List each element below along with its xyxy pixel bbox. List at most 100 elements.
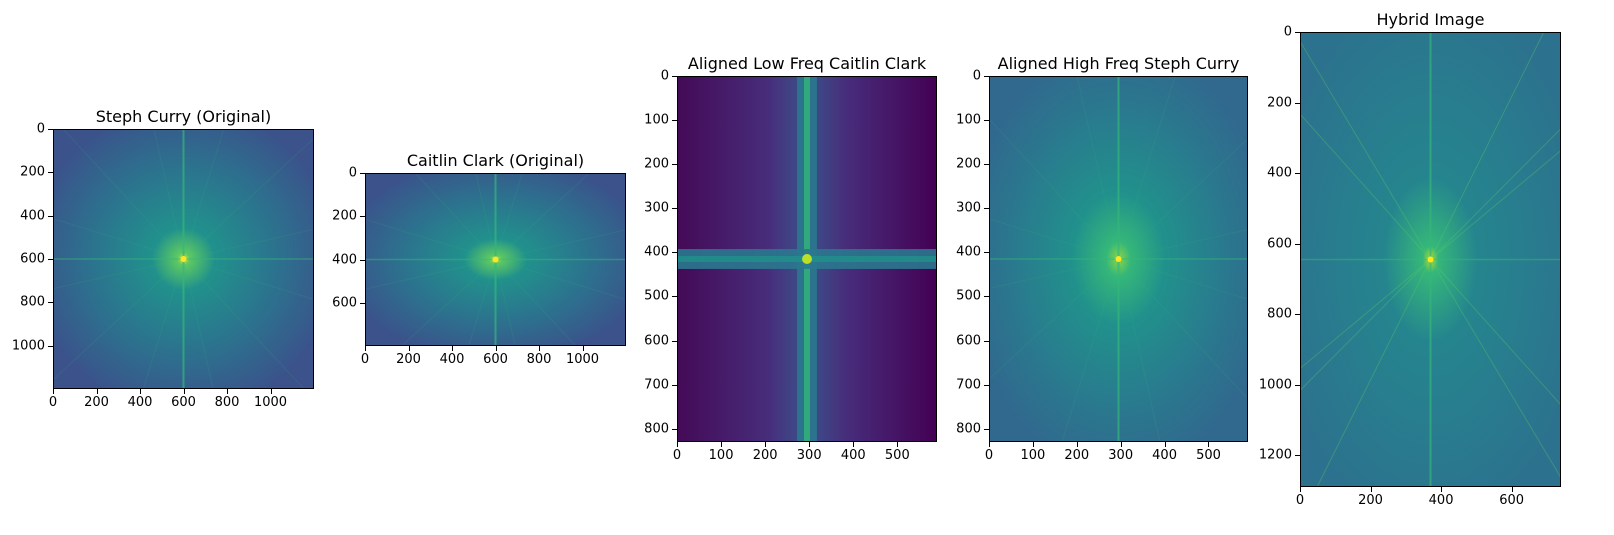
- x-tick-label: 600: [171, 395, 196, 410]
- x-tick: [1077, 442, 1078, 447]
- y-tick: [1295, 32, 1300, 33]
- x-tick-label: 400: [1428, 493, 1454, 508]
- x-tick: [1208, 442, 1209, 447]
- heatmap-panel-5: [1300, 32, 1561, 487]
- x-tick-label: 300: [1108, 448, 1134, 463]
- y-tick: [48, 346, 53, 347]
- y-tick-label: 800: [1267, 306, 1292, 322]
- heatmap-image-5: [1301, 33, 1560, 486]
- x-tick: [539, 346, 540, 351]
- y-tick-label: 1000: [11, 338, 45, 354]
- heatmap-panel-4: [989, 76, 1248, 442]
- y-tick-label: 300: [956, 200, 981, 216]
- x-tick-label: 1000: [253, 395, 288, 410]
- y-tick: [360, 303, 365, 304]
- x-tick: [227, 389, 228, 394]
- y-tick: [48, 172, 53, 173]
- y-tick: [672, 252, 677, 253]
- x-tick: [1512, 487, 1513, 492]
- y-tick-label: 1200: [1258, 447, 1292, 463]
- y-tick-label: 600: [1267, 236, 1292, 252]
- y-tick: [1295, 385, 1300, 386]
- y-tick: [672, 120, 677, 121]
- y-tick-label: 600: [332, 295, 357, 311]
- y-tick-label: 200: [644, 156, 669, 172]
- y-tick: [984, 120, 989, 121]
- dc-peak: [492, 256, 499, 263]
- y-tick-label: 400: [332, 252, 357, 267]
- dc-peak: [1115, 256, 1122, 262]
- chart-title-3: Aligned Low Freq Caitlin Clark: [687, 54, 927, 73]
- y-tick: [360, 216, 365, 217]
- y-tick: [672, 296, 677, 297]
- y-tick-label: 500: [644, 288, 669, 304]
- y-tick: [984, 208, 989, 209]
- chart-title-2: Caitlin Clark (Original): [406, 151, 585, 170]
- x-tick-label: 500: [1196, 448, 1221, 463]
- y-tick: [1295, 173, 1300, 174]
- y-tick-label: 400: [956, 244, 981, 260]
- y-tick-label: 500: [956, 288, 981, 304]
- x-tick-label: 1000: [565, 352, 600, 367]
- y-tick: [672, 385, 677, 386]
- y-tick: [984, 252, 989, 253]
- x-tick-label: 100: [708, 448, 734, 463]
- x-tick: [1121, 442, 1122, 447]
- x-tick-label: 0: [1295, 493, 1305, 508]
- x-tick: [853, 442, 854, 447]
- x-tick: [721, 442, 722, 447]
- x-tick-label: 0: [48, 395, 58, 410]
- chart-title-4: Aligned High Freq Steph Curry: [997, 54, 1240, 73]
- x-tick-label: 200: [1358, 493, 1383, 508]
- x-tick: [496, 346, 497, 351]
- y-tick-label: 800: [20, 294, 45, 310]
- x-tick-label: 600: [1499, 493, 1525, 508]
- x-tick-label: 100: [1020, 448, 1046, 463]
- y-tick: [984, 341, 989, 342]
- x-tick-label: 200: [396, 352, 421, 367]
- x-tick-label: 200: [84, 395, 109, 410]
- x-tick-label: 0: [360, 352, 370, 367]
- y-tick-label: 400: [1267, 165, 1292, 181]
- x-tick: [1371, 487, 1372, 492]
- x-tick: [365, 346, 366, 351]
- y-tick-label: 400: [644, 244, 669, 260]
- y-tick-label: 800: [644, 421, 669, 437]
- x-tick-label: 400: [1152, 448, 1177, 463]
- x-tick-label: 200: [1064, 448, 1090, 463]
- y-tick-label: 100: [644, 112, 669, 128]
- y-tick-label: 700: [644, 377, 669, 393]
- x-tick: [184, 389, 185, 394]
- y-tick-label: 600: [644, 333, 669, 349]
- y-tick: [48, 259, 53, 260]
- y-tick: [984, 429, 989, 430]
- y-tick: [672, 76, 677, 77]
- y-tick: [984, 385, 989, 386]
- heatmap-image-3: [678, 77, 936, 441]
- heatmap-panel-1: [53, 129, 314, 389]
- y-tick-label: 600: [956, 333, 981, 349]
- x-tick: [97, 389, 98, 394]
- y-tick: [984, 76, 989, 77]
- y-tick: [48, 302, 53, 303]
- y-tick: [672, 429, 677, 430]
- y-tick-label: 100: [956, 112, 981, 128]
- chart-title-5: Hybrid Image: [1376, 10, 1485, 29]
- y-tick-label: 300: [644, 200, 669, 216]
- y-tick: [1295, 103, 1300, 104]
- x-tick: [409, 346, 410, 351]
- dc-peak: [180, 256, 187, 262]
- x-tick-label: 0: [984, 448, 994, 463]
- y-tick-label: 700: [956, 377, 981, 393]
- y-tick-label: 1000: [1258, 377, 1292, 393]
- y-tick: [360, 173, 365, 174]
- x-tick-label: 600: [483, 352, 508, 367]
- x-tick: [677, 442, 678, 447]
- x-tick: [897, 442, 898, 447]
- y-tick: [672, 164, 677, 165]
- y-tick: [672, 208, 677, 209]
- x-tick-label: 500: [884, 448, 910, 463]
- y-tick-label: 400: [20, 208, 45, 224]
- y-tick-label: 800: [956, 421, 981, 437]
- chart-title-1: Steph Curry (Original): [95, 107, 272, 126]
